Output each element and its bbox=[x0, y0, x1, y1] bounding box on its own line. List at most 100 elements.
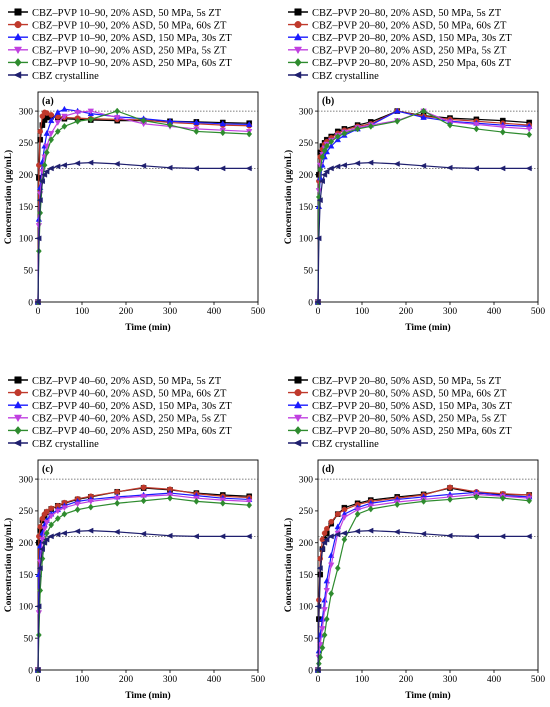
chart-panel: CBZ–PVP 10–90, 20% ASD, 50 MPa, 5s ZTCBZ… bbox=[3, 8, 265, 333]
chart-panel: CBZ–PVP 20–80, 20% ASD, 50 MPa, 5s ZTCBZ… bbox=[283, 8, 545, 333]
y-tick-label: 200 bbox=[299, 539, 314, 549]
data-point bbox=[525, 533, 532, 540]
legend-entry: CBZ–PVP 20–80, 50% ASD, 50 MPa, 60s ZT bbox=[312, 388, 507, 399]
data-point bbox=[341, 506, 348, 513]
data-point bbox=[74, 528, 81, 535]
legend: CBZ–PVP 20–80, 50% ASD, 50 MPa, 5s ZTCBZ… bbox=[288, 376, 512, 450]
data-point bbox=[323, 588, 330, 594]
data-point bbox=[526, 126, 533, 133]
plot-frame bbox=[37, 91, 259, 303]
x-tick-label: 400 bbox=[207, 307, 222, 317]
data-point bbox=[114, 107, 121, 115]
data-point bbox=[367, 505, 374, 513]
y-tick-label: 50 bbox=[24, 634, 34, 644]
data-point bbox=[48, 136, 55, 144]
data-point bbox=[316, 660, 322, 668]
data-point bbox=[354, 510, 361, 518]
series-line bbox=[37, 110, 250, 303]
data-point bbox=[43, 536, 50, 543]
data-point bbox=[245, 165, 252, 172]
data-point bbox=[334, 163, 341, 170]
x-tick-label: 100 bbox=[75, 307, 90, 317]
data-point bbox=[334, 511, 341, 517]
data-point bbox=[87, 108, 94, 115]
legend: CBZ–PVP 20–80, 20% ASD, 50 MPa, 5s ZTCBZ… bbox=[288, 8, 512, 82]
data-point bbox=[354, 507, 361, 514]
legend-marker bbox=[14, 21, 22, 29]
data-series bbox=[34, 489, 253, 673]
y-tick-label: 50 bbox=[24, 266, 34, 276]
data-point bbox=[315, 603, 322, 610]
data-point bbox=[39, 537, 46, 543]
y-tick-label: 0 bbox=[28, 298, 33, 308]
data-point bbox=[113, 528, 120, 535]
data-series bbox=[34, 108, 253, 306]
x-tick-label: 500 bbox=[531, 675, 546, 685]
data-point bbox=[61, 113, 68, 120]
series-line bbox=[37, 111, 250, 303]
data-point bbox=[245, 533, 252, 540]
data-point bbox=[47, 533, 54, 540]
y-tick-label: 150 bbox=[19, 571, 34, 581]
legend-entry: CBZ–PVP 20–80, 50% ASD, 50 MPa, 5s ZT bbox=[312, 376, 502, 387]
data-point bbox=[74, 501, 81, 508]
data-point bbox=[140, 497, 147, 505]
y-axis-title: Concentration (µg/mL) bbox=[3, 150, 14, 244]
panel-label: (b) bbox=[322, 96, 334, 107]
data-point bbox=[314, 299, 321, 305]
data-point bbox=[54, 120, 61, 126]
series-line bbox=[317, 110, 530, 303]
data-point bbox=[354, 125, 361, 133]
data-point bbox=[323, 615, 330, 623]
data-point bbox=[341, 536, 348, 543]
data-point bbox=[140, 484, 147, 491]
data-point bbox=[166, 532, 173, 539]
legend-marker bbox=[14, 8, 22, 16]
data-point bbox=[60, 162, 67, 169]
data-point bbox=[113, 160, 120, 167]
legend-marker bbox=[294, 21, 302, 29]
data-point bbox=[317, 166, 324, 174]
data-point bbox=[43, 129, 50, 136]
data-series bbox=[35, 114, 252, 305]
data-point bbox=[334, 133, 341, 140]
data-series bbox=[314, 489, 533, 673]
data-point bbox=[43, 168, 50, 175]
data-point bbox=[328, 142, 335, 149]
data-point bbox=[61, 105, 68, 112]
data-point bbox=[43, 149, 50, 156]
data-point bbox=[473, 122, 480, 128]
series-line bbox=[37, 492, 250, 671]
data-point bbox=[87, 527, 94, 534]
x-tick-label: 200 bbox=[399, 307, 414, 317]
y-tick-label: 0 bbox=[308, 666, 313, 676]
x-axis-title: Time (min) bbox=[405, 322, 450, 333]
data-point bbox=[323, 525, 330, 532]
data-point bbox=[394, 117, 401, 125]
data-point bbox=[315, 235, 322, 242]
series-line bbox=[317, 530, 530, 671]
data-point bbox=[38, 178, 45, 185]
legend-entry: CBZ crystalline bbox=[32, 439, 99, 450]
legend-marker bbox=[294, 426, 302, 435]
legend-marker bbox=[13, 46, 23, 55]
data-point bbox=[35, 235, 42, 242]
data-point bbox=[41, 526, 48, 533]
data-point bbox=[54, 128, 61, 135]
data-point bbox=[499, 124, 506, 131]
legend-marker bbox=[294, 376, 302, 384]
data-point bbox=[420, 162, 427, 169]
plot-frame bbox=[37, 459, 259, 671]
data-point bbox=[167, 486, 173, 493]
x-tick-label: 400 bbox=[487, 675, 502, 685]
data-point bbox=[36, 565, 43, 572]
data-point bbox=[61, 122, 68, 130]
legend-entry: CBZ crystalline bbox=[312, 439, 379, 450]
data-point bbox=[341, 514, 348, 521]
data-point bbox=[87, 503, 94, 511]
data-point bbox=[47, 165, 54, 172]
legend-entry: CBZ crystalline bbox=[32, 71, 99, 82]
data-point bbox=[87, 498, 94, 505]
y-tick-label: 100 bbox=[19, 603, 34, 613]
data-point bbox=[318, 178, 325, 185]
